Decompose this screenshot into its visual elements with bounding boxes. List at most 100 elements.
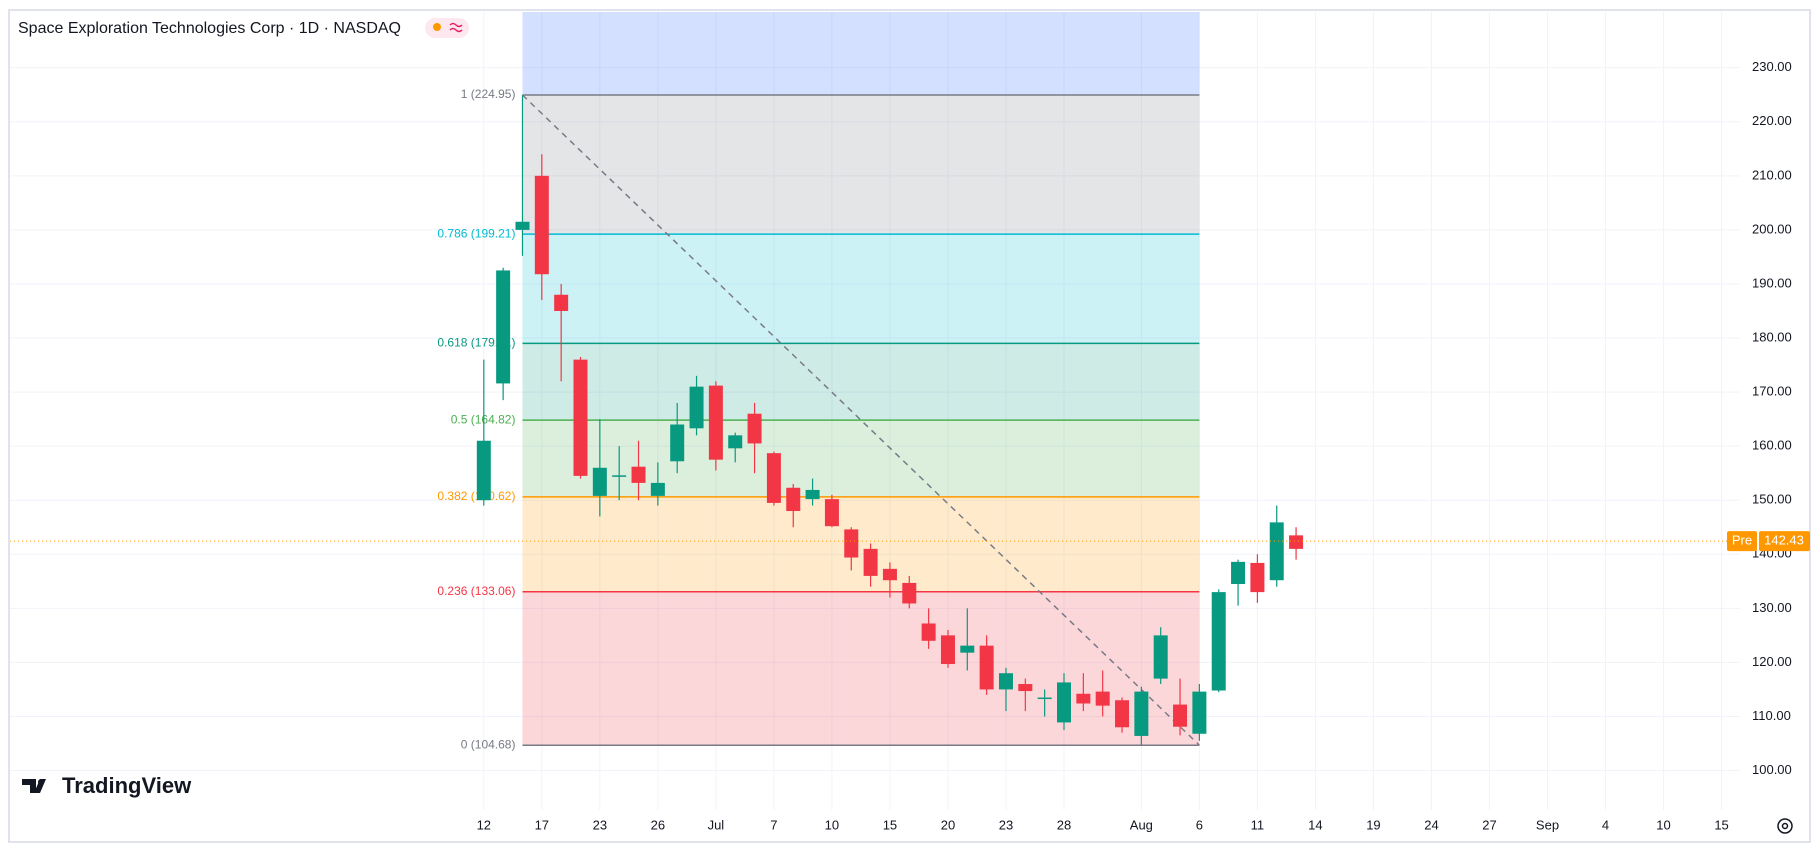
candle-body <box>573 359 588 476</box>
candle-body <box>824 499 839 527</box>
y-tick-label: 190.00 <box>1752 275 1792 290</box>
frame <box>8 9 1811 843</box>
y-tick-label: 230.00 <box>1752 59 1792 74</box>
x-tick-label: 10 <box>825 817 839 832</box>
fib-trend-line <box>521 94 1200 746</box>
x-tick-label: 4 <box>1602 817 1609 832</box>
candle-body <box>496 270 511 384</box>
fib-band <box>522 591 1200 746</box>
x-tick-label: 19 <box>1366 817 1380 832</box>
candle-body <box>670 424 685 462</box>
fib-label: 0.786 (199.21) <box>437 226 515 240</box>
fib-band <box>522 343 1200 421</box>
candle-body <box>786 487 801 512</box>
x-tick-label: 11 <box>1251 817 1265 832</box>
fib-extension-band <box>522 12 1200 95</box>
candle-body <box>1018 684 1033 692</box>
candle-body <box>1057 682 1071 723</box>
candle-body <box>1211 592 1226 691</box>
session-icon <box>433 23 441 31</box>
x-tick-label: 26 <box>651 817 665 832</box>
candle-body <box>940 635 955 665</box>
fib-band <box>522 496 1200 592</box>
fib-retracement: 1 (224.95) 0.786 (199.21) 0.618 (179.01) 0.… <box>437 12 1200 751</box>
price-tag-bg <box>1759 531 1810 552</box>
candle-body <box>1250 562 1265 593</box>
fib-label: 0.5 (164.82) <box>451 412 516 426</box>
candle-body <box>728 435 743 449</box>
candle-body <box>1095 691 1110 706</box>
x-tick-label: 17 <box>535 817 549 832</box>
candle-body <box>1153 635 1168 679</box>
session-tag-bg <box>1727 531 1757 552</box>
plot <box>10 94 1740 746</box>
x-tick-label: 23 <box>593 817 607 832</box>
session-tag: Pre <box>1732 533 1752 548</box>
candle-body <box>1231 561 1246 585</box>
x-tick-label: 24 <box>1424 817 1438 832</box>
chart-title: Space Exploration Technologies Corp · 1D… <box>18 20 401 37</box>
candle-body <box>1289 535 1304 549</box>
logo <box>22 779 46 793</box>
candle-body <box>515 221 530 230</box>
candle-body <box>554 294 569 311</box>
candle-body <box>592 467 607 496</box>
candle-body <box>1076 693 1091 704</box>
candle-body <box>1192 691 1207 734</box>
candle-body <box>844 529 859 558</box>
candle-body <box>979 645 994 690</box>
x-tick-label: 15 <box>883 817 897 832</box>
y-tick-label: 220.00 <box>1752 113 1792 128</box>
x-tick-label: 6 <box>1196 817 1203 832</box>
candle-body <box>882 568 897 581</box>
candle-body <box>689 386 704 429</box>
x-tick-label: 7 <box>770 817 777 832</box>
settings-icon-center <box>1781 822 1789 830</box>
candle-body <box>1115 700 1130 728</box>
y-tick-label: 120.00 <box>1752 654 1792 669</box>
y-tick-label: 180.00 <box>1752 329 1792 344</box>
y-tick-label: 130.00 <box>1752 600 1792 615</box>
fib-band <box>522 420 1200 497</box>
delay-icon <box>449 22 463 33</box>
y-tick-label: 100.00 <box>1752 762 1792 777</box>
x-tick-label: Sep <box>1536 817 1559 832</box>
candle-body <box>612 475 627 477</box>
fib-band <box>522 94 1200 235</box>
x-tick-label: Jul <box>708 817 725 832</box>
candle-body <box>1269 522 1284 581</box>
y-tick-label: 170.00 <box>1752 384 1792 399</box>
fib-label: 1 (224.95) <box>461 87 516 101</box>
candle-body <box>708 385 723 460</box>
status-pill <box>425 18 469 38</box>
x-tick-label: 28 <box>1057 817 1071 832</box>
x-tick-label: 10 <box>1656 817 1670 832</box>
fib-label: 0.382 (150.62) <box>437 489 515 503</box>
candle-body <box>1037 697 1052 700</box>
y-tick-label: 110.00 <box>1752 708 1791 723</box>
candle-body <box>863 548 878 576</box>
y-tick-label: 210.00 <box>1752 167 1792 182</box>
candle-body <box>805 489 820 500</box>
candle-body <box>650 482 665 496</box>
candle-body <box>1134 691 1149 736</box>
y-tick-label: 160.00 <box>1752 438 1792 453</box>
legend-bg <box>10 12 482 42</box>
x-tick-label: Aug <box>1130 817 1153 832</box>
candle-body <box>998 673 1013 690</box>
candle-body <box>534 175 549 275</box>
price-axis: 100.00110.00120.00130.00140.00150.00160.… <box>477 59 1810 832</box>
x-tick-label: 27 <box>1482 817 1496 832</box>
y-tick-label: 200.00 <box>1752 221 1792 236</box>
fib-band <box>522 234 1200 344</box>
x-tick-label: 20 <box>941 817 955 832</box>
y-tick-label: 150.00 <box>1752 492 1792 507</box>
fib-label: 0.618 (179.01) <box>437 336 515 350</box>
settings-icon[interactable] <box>1777 818 1793 834</box>
candle-body <box>1173 704 1188 727</box>
price-tag: 142.43 <box>1764 533 1804 548</box>
x-tick-label: 14 <box>1308 817 1322 832</box>
logo-dot <box>38 779 44 785</box>
fib-label: 0.236 (133.06) <box>437 584 515 598</box>
